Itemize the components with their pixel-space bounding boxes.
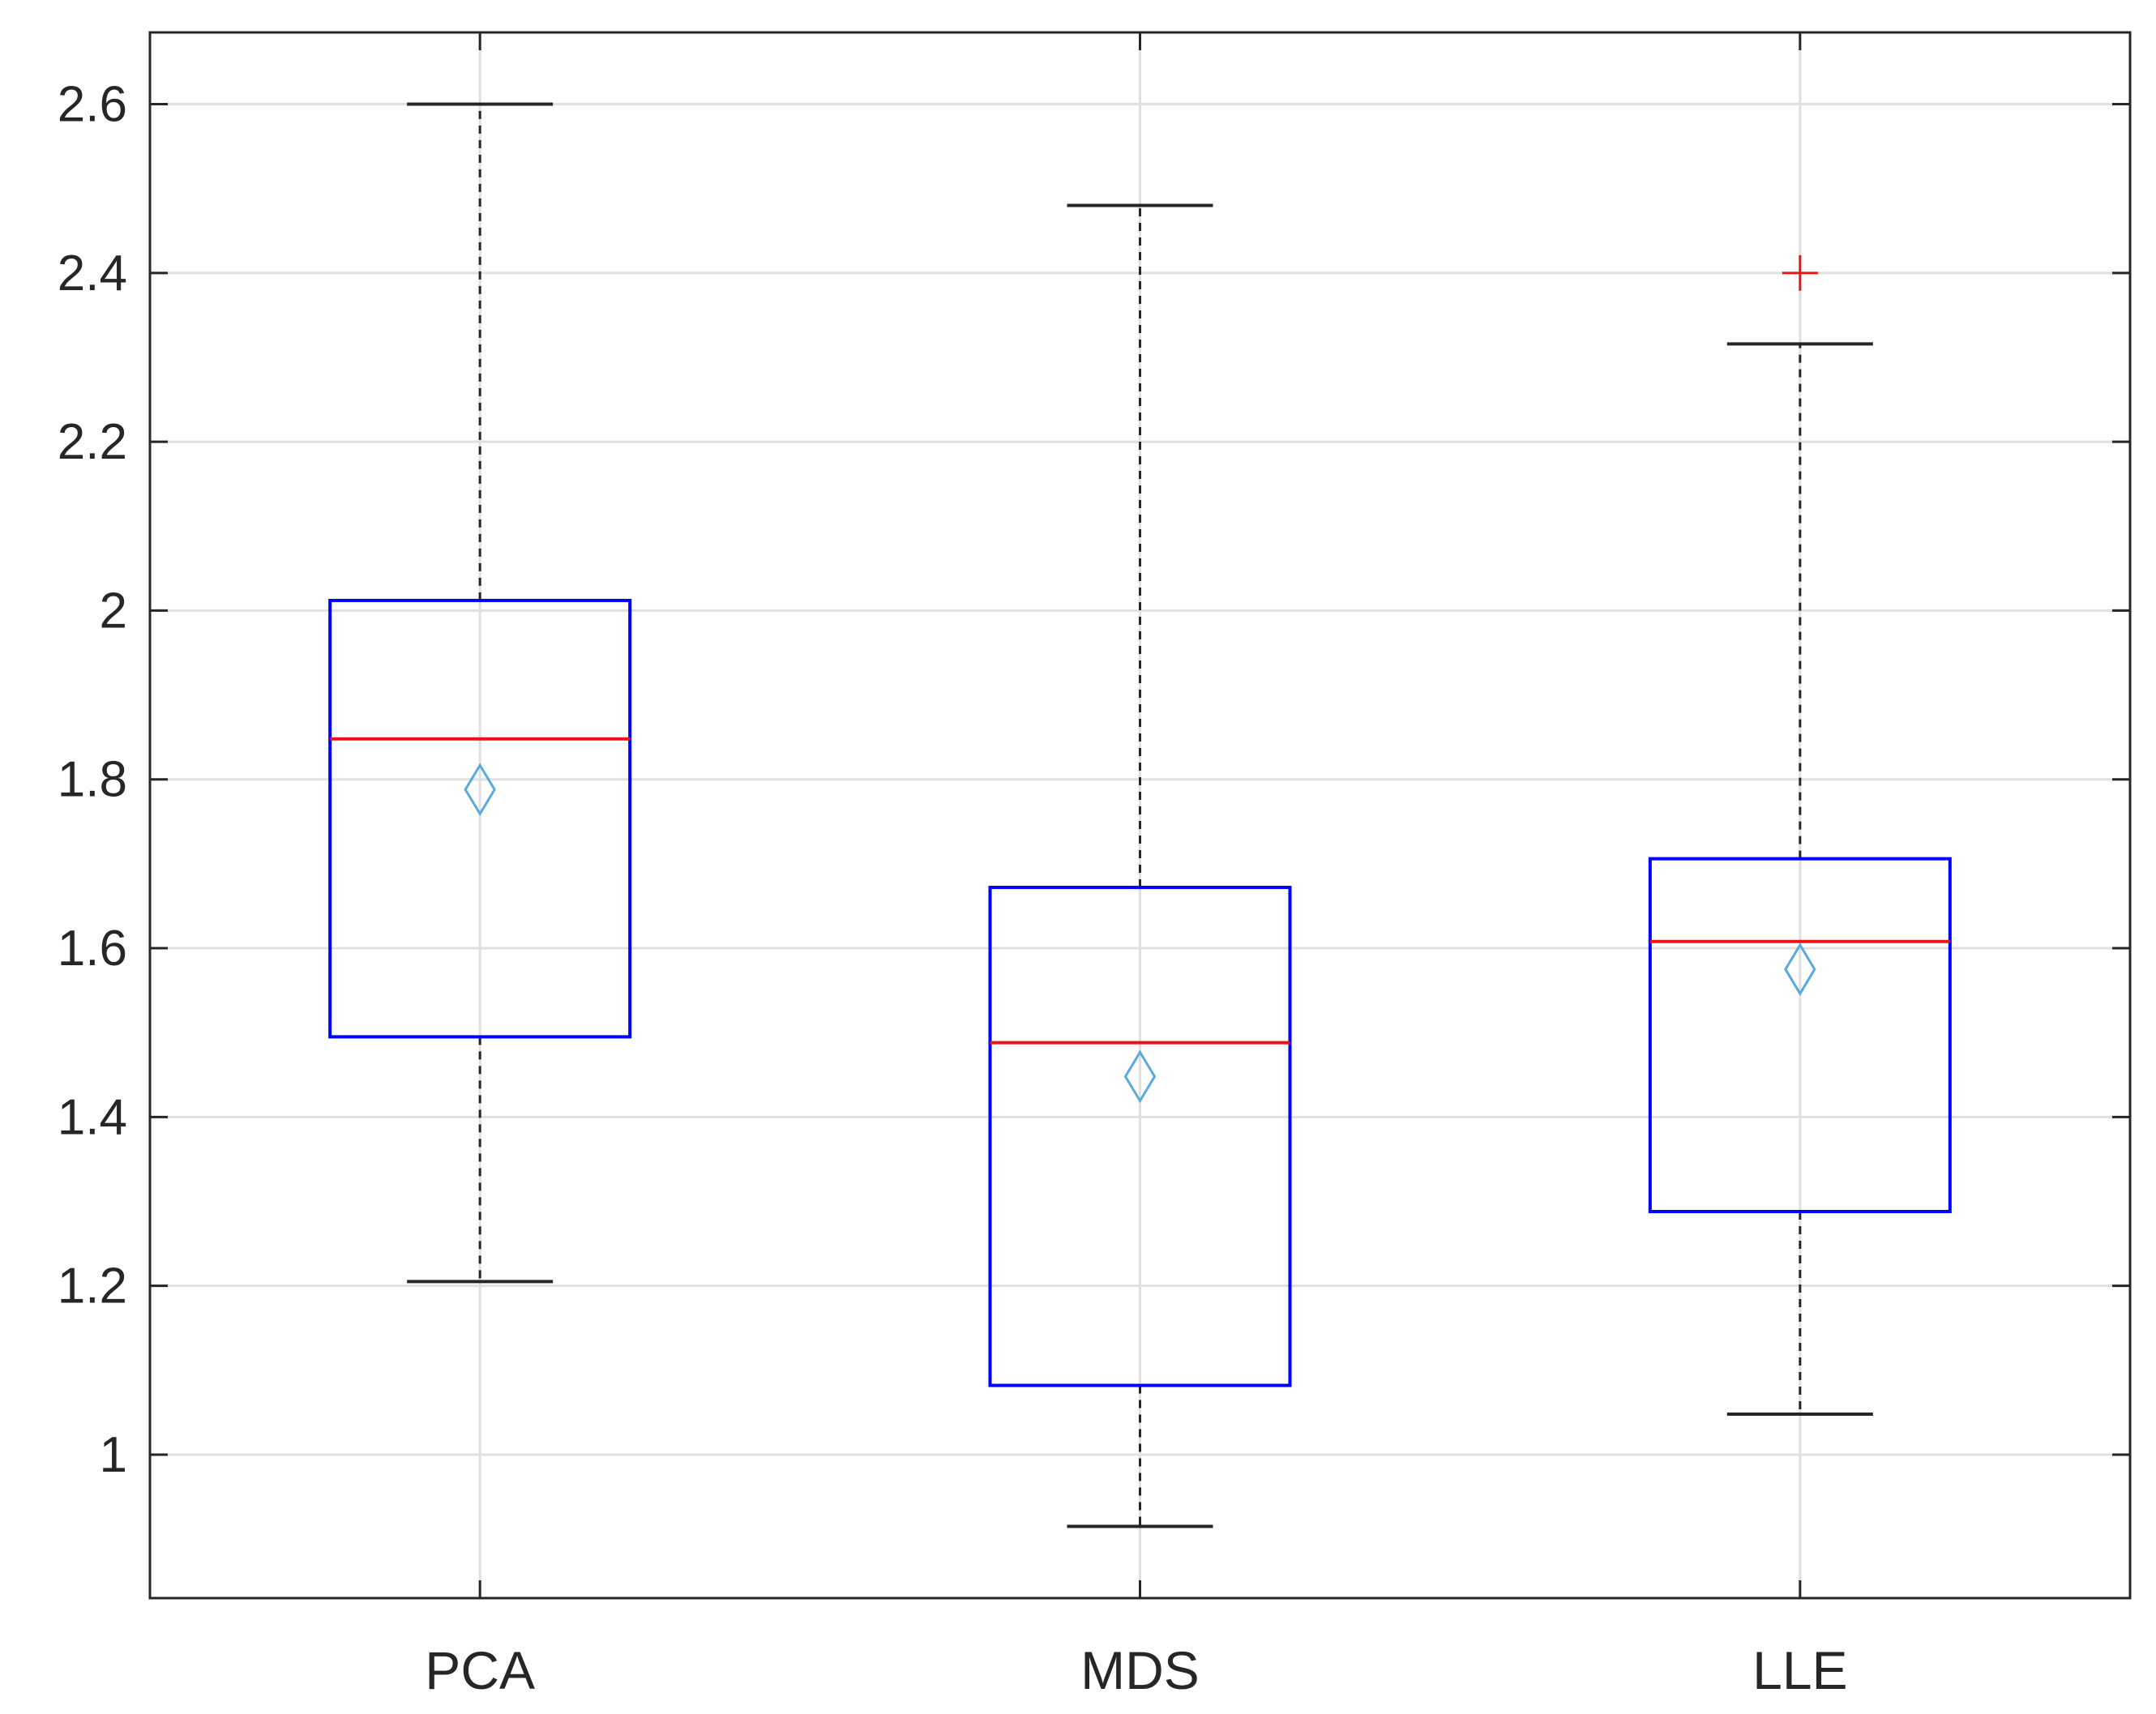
x-category-label: LLE bbox=[1752, 1640, 1847, 1700]
box-group-mds bbox=[988, 203, 1292, 1528]
y-tick-label: 1.6 bbox=[58, 921, 127, 977]
mean-marker bbox=[464, 763, 496, 817]
y-tick-label: 2.4 bbox=[58, 246, 127, 301]
y-tick-label: 2 bbox=[100, 583, 127, 639]
y-tick-label: 1.8 bbox=[58, 752, 127, 808]
label-layer: 1 1.2 1.4 1.6 1.8 2 2.2 2.4 2.6 PCA MDS LLE bbox=[58, 77, 1848, 1700]
box-layer bbox=[328, 102, 1952, 1528]
iqr-box bbox=[328, 598, 632, 1039]
y-tick-label: 2.2 bbox=[58, 414, 127, 470]
x-category-label: PCA bbox=[425, 1640, 535, 1700]
box-group-pca bbox=[328, 102, 632, 1284]
y-tick-label: 1.4 bbox=[58, 1089, 127, 1145]
plot-frame bbox=[148, 31, 2132, 1600]
y-tick-label: 2.6 bbox=[58, 77, 127, 133]
x-category-label: MDS bbox=[1080, 1640, 1200, 1700]
iqr-box bbox=[1648, 857, 1952, 1213]
mean-marker bbox=[1123, 1049, 1157, 1104]
box-group-lle bbox=[1648, 254, 1952, 1416]
y-tick-label: 1 bbox=[100, 1427, 127, 1483]
iqr-box bbox=[988, 886, 1292, 1387]
axis-layer bbox=[148, 31, 2132, 1600]
y-tick-label: 1.2 bbox=[58, 1259, 127, 1314]
mean-marker bbox=[1784, 942, 1816, 996]
